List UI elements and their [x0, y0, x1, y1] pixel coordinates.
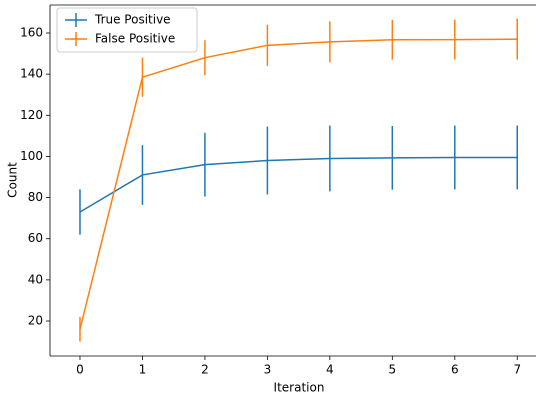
- legend-label: True Positive: [94, 13, 171, 27]
- y-tick-label: 120: [20, 108, 43, 122]
- legend-label: False Positive: [95, 32, 175, 46]
- y-tick-label: 80: [28, 190, 43, 204]
- y-tick-label: 40: [28, 272, 43, 286]
- legend-box: [56, 7, 198, 53]
- series-line: [79, 38, 518, 330]
- x-tick-label: 7: [513, 363, 521, 377]
- x-tick-label: 3: [264, 363, 272, 377]
- x-tick-label: 6: [451, 363, 459, 377]
- x-tick-label: 1: [139, 363, 147, 377]
- x-axis-label: Iteration: [274, 381, 325, 395]
- series-line: [79, 156, 518, 213]
- x-tick-label: 2: [201, 363, 209, 377]
- y-axis-label: Count: [6, 162, 20, 198]
- y-tick-label: 160: [20, 25, 43, 39]
- x-tick-label: 4: [326, 363, 334, 377]
- x-tick-label: 5: [389, 363, 397, 377]
- y-tick-label: 60: [28, 231, 43, 245]
- x-tick-label: 0: [76, 363, 84, 377]
- y-tick-label: 100: [20, 149, 43, 163]
- y-tick-label: 20: [28, 314, 43, 328]
- y-tick-label: 140: [20, 67, 43, 81]
